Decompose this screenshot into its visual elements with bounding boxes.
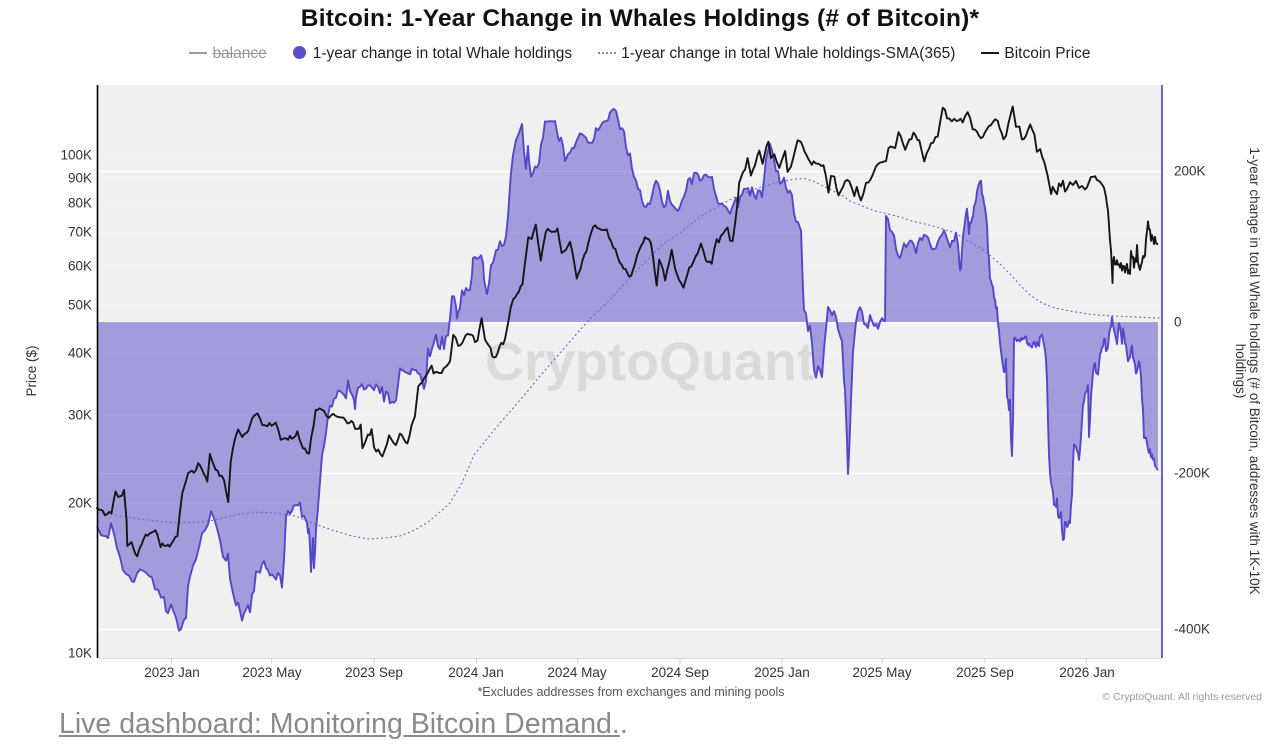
svg-text:© CryptoQuant. All rights rese: © CryptoQuant. All rights reserved (1103, 691, 1263, 703)
svg-text:1-year change in total Whale h: 1-year change in total Whale holdings (#… (1233, 147, 1262, 594)
svg-text:80K: 80K (68, 196, 92, 211)
svg-text:2024 Jan: 2024 Jan (448, 665, 504, 680)
svg-text:2023 Jan: 2023 Jan (144, 665, 200, 680)
svg-text:20K: 20K (68, 496, 92, 511)
svg-text:90K: 90K (68, 171, 92, 186)
svg-text:2025 Jan: 2025 Jan (754, 665, 810, 680)
svg-text:30K: 30K (68, 408, 92, 423)
svg-text:70K: 70K (68, 225, 92, 240)
svg-text:2026 Jan: 2026 Jan (1059, 665, 1115, 680)
svg-text:*Excludes addresses from excha: *Excludes addresses from exchanges and m… (477, 685, 784, 699)
svg-text:40K: 40K (68, 346, 92, 361)
svg-text:60K: 60K (68, 259, 92, 274)
svg-text:10K: 10K (68, 646, 92, 661)
svg-text:2024 Sep: 2024 Sep (651, 665, 709, 680)
svg-text:50K: 50K (68, 298, 92, 313)
svg-text:CryptoQuant: CryptoQuant (485, 332, 815, 392)
svg-text:-400K: -400K (1174, 622, 1210, 637)
svg-text:2023 Sep: 2023 Sep (345, 665, 403, 680)
svg-text:0: 0 (1174, 315, 1182, 330)
svg-text:2025 Sep: 2025 Sep (956, 665, 1014, 680)
svg-text:200K: 200K (1174, 164, 1206, 179)
svg-text:2023 May: 2023 May (242, 665, 302, 680)
svg-text:2025 May: 2025 May (852, 665, 912, 680)
svg-text:Price ($): Price ($) (24, 345, 39, 396)
svg-text:-200K: -200K (1174, 466, 1210, 481)
svg-text:2024 May: 2024 May (547, 665, 607, 680)
svg-text:100K: 100K (60, 148, 92, 163)
